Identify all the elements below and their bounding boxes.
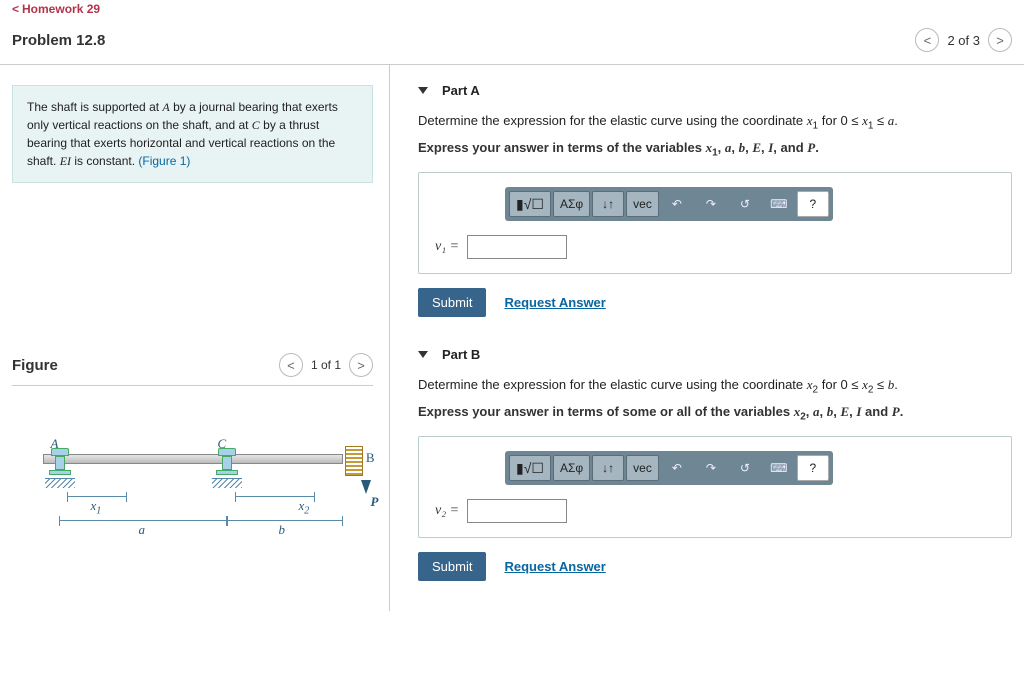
equation-toolbar: ▮√☐ ΑΣφ ↓↑ vec ↶ ↷ ↺ ⌨ ? [505,451,833,485]
request-answer-link[interactable]: Request Answer [504,559,605,574]
reset-icon: ↺ [740,461,750,475]
reset-icon: ↺ [740,197,750,211]
reset-button[interactable]: ↺ [729,191,761,217]
answer-input[interactable] [467,499,567,523]
part-title: Part A [442,83,480,98]
part-header[interactable]: Part B [418,347,1012,362]
templates-icon: ▮√☐ [516,460,544,477]
request-answer-link[interactable]: Request Answer [504,295,605,310]
page-indicator: 2 of 3 [947,33,980,48]
keyboard-icon: ⌨ [770,197,787,211]
chevron-left-icon: < [12,2,19,16]
part-instructions: Express your answer in terms of the vari… [418,140,1012,159]
breadcrumb[interactable]: <Homework 29 [0,0,1024,22]
greek-button[interactable]: ΑΣφ [553,455,590,481]
figure-link[interactable]: (Figure 1) [138,154,190,168]
undo-button[interactable]: ↶ [661,455,693,481]
templates-icon: ▮√☐ [516,196,544,213]
submit-button[interactable]: Submit [418,552,486,581]
prev-button[interactable]: < [915,28,939,52]
breadcrumb-label: Homework 29 [22,2,100,16]
answer-box: ▮√☐ ΑΣφ ↓↑ vec ↶ ↷ ↺ ⌨ ? v₁ = [418,172,1012,274]
greek-button[interactable]: ΑΣφ [553,191,590,217]
problem-title: Problem 12.8 [12,32,105,49]
redo-icon: ↷ [706,461,716,475]
templates-button[interactable]: ▮√☐ [509,191,551,217]
redo-button[interactable]: ↷ [695,455,727,481]
keyboard-button[interactable]: ⌨ [763,191,795,217]
undo-icon: ↶ [672,197,682,211]
answer-lhs: v₂ = [435,503,459,519]
help-button[interactable]: ? [797,455,829,481]
part-title: Part B [442,347,480,362]
undo-button[interactable]: ↶ [661,191,693,217]
figure-next-button[interactable]: > [349,353,373,377]
submit-button[interactable]: Submit [418,288,486,317]
subscript-button[interactable]: ↓↑ [592,191,624,217]
reset-button[interactable]: ↺ [729,455,761,481]
vec-button[interactable]: vec [626,191,659,217]
figure-pager: < 1 of 1 > [279,353,373,377]
vec-button[interactable]: vec [626,455,659,481]
figure-prev-button[interactable]: < [279,353,303,377]
problem-pager: < 2 of 3 > [915,28,1012,52]
redo-icon: ↷ [706,197,716,211]
undo-icon: ↶ [672,461,682,475]
keyboard-icon: ⌨ [770,461,787,475]
figure-title: Figure [12,357,58,374]
next-button[interactable]: > [988,28,1012,52]
part-instructions: Express your answer in terms of some or … [418,404,1012,423]
part-prompt: Determine the expression for the elastic… [418,112,1012,134]
caret-down-icon [418,351,428,358]
problem-statement: The shaft is supported at A by a journal… [12,85,373,183]
templates-button[interactable]: ▮√☐ [509,455,551,481]
figure-page-indicator: 1 of 1 [311,358,341,372]
answer-input[interactable] [467,235,567,259]
answer-box: ▮√☐ ΑΣφ ↓↑ vec ↶ ↷ ↺ ⌨ ? v₂ = [418,436,1012,538]
figure-canvas: A C B P x1 x2 a b [12,386,373,556]
part-header[interactable]: Part A [418,83,1012,98]
subscript-button[interactable]: ↓↑ [592,455,624,481]
equation-toolbar: ▮√☐ ΑΣφ ↓↑ vec ↶ ↷ ↺ ⌨ ? [505,187,833,221]
part-prompt: Determine the expression for the elastic… [418,376,1012,398]
keyboard-button[interactable]: ⌨ [763,455,795,481]
help-button[interactable]: ? [797,191,829,217]
redo-button[interactable]: ↷ [695,191,727,217]
caret-down-icon [418,87,428,94]
answer-lhs: v₁ = [435,239,459,255]
